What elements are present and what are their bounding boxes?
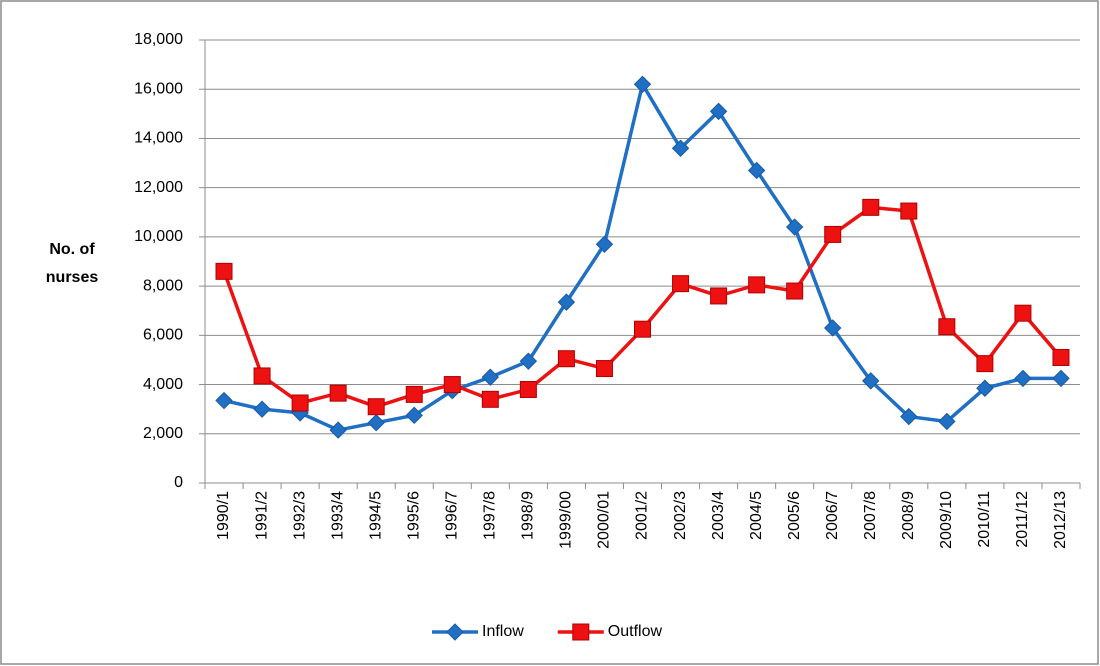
- x-tick-label: 2009/10: [938, 491, 955, 549]
- point: [481, 390, 499, 408]
- x-tick-label: 2005/6: [786, 491, 803, 540]
- x-tick-label: 1999/00: [558, 491, 575, 549]
- point: [900, 202, 918, 220]
- point: [1052, 348, 1070, 366]
- x-tick-label: 2002/3: [672, 491, 689, 540]
- point: [215, 391, 233, 410]
- x-tick-label: 2000/01: [596, 491, 613, 549]
- x-tick-label: 1996/7: [444, 491, 461, 540]
- x-tick-label: 1991/2: [253, 491, 270, 540]
- point: [672, 275, 690, 293]
- point: [595, 360, 613, 378]
- x-tick-label: 1992/3: [291, 491, 308, 540]
- point: [976, 379, 994, 397]
- x-tick-label: 1990/1: [215, 491, 232, 540]
- x-tick-label: 2003/4: [710, 491, 727, 540]
- point: [405, 406, 423, 425]
- point: [557, 293, 576, 311]
- x-tick-label: 1995/6: [405, 491, 422, 540]
- y-tick-label: 16,000: [134, 80, 183, 97]
- point: [785, 218, 804, 236]
- legend-item: Outflow: [557, 623, 663, 641]
- y-tick-label: 0: [174, 474, 183, 491]
- x-tick-label: 1993/4: [329, 491, 346, 540]
- x-tick-label: 2007/8: [862, 491, 879, 540]
- point: [634, 320, 651, 338]
- point: [862, 198, 880, 216]
- point: [786, 282, 804, 300]
- x-tick-label: 2004/5: [748, 491, 765, 540]
- x-tick-label: 2006/7: [824, 491, 841, 540]
- point: [748, 276, 766, 294]
- x-tick-label: 2011/12: [1014, 491, 1031, 548]
- legend-item: Inflow: [432, 623, 524, 641]
- y-tick-label: 10,000: [134, 228, 183, 245]
- y-tick-label: 4,000: [143, 376, 183, 393]
- x-tick-label: 1997/8: [482, 491, 499, 540]
- legend-label: Inflow: [482, 623, 524, 640]
- point: [1052, 369, 1070, 388]
- y-tick-label: 2,000: [143, 425, 183, 442]
- y-tick-label: 12,000: [134, 179, 183, 196]
- point: [938, 412, 956, 431]
- point: [862, 372, 880, 390]
- point: [367, 398, 385, 416]
- point: [253, 367, 271, 385]
- point: [519, 380, 537, 398]
- point: [671, 139, 690, 157]
- point: [253, 400, 271, 418]
- point: [405, 385, 423, 403]
- y-tick-label: 8,000: [143, 277, 183, 294]
- point: [900, 407, 918, 426]
- point: [747, 161, 766, 180]
- point: [329, 384, 347, 402]
- point: [481, 368, 500, 386]
- legend-marker: [572, 623, 590, 641]
- x-tick-label: 2008/9: [900, 491, 917, 540]
- x-tick-label: 1998/9: [520, 491, 537, 540]
- point: [1014, 369, 1032, 388]
- point: [443, 376, 461, 394]
- point: [1014, 304, 1032, 322]
- y-axis-label: nurses: [46, 269, 99, 286]
- point: [557, 350, 575, 368]
- y-axis-label: No. of: [49, 241, 95, 258]
- x-tick-label: 2010/11: [976, 491, 993, 548]
- point: [215, 262, 233, 280]
- point: [519, 352, 538, 370]
- y-tick-label: 18,000: [134, 31, 183, 48]
- point: [329, 421, 347, 439]
- point: [938, 318, 956, 336]
- y-tick-label: 14,000: [134, 130, 183, 147]
- point: [291, 394, 309, 412]
- point: [976, 355, 994, 373]
- x-tick-label: 2001/2: [634, 491, 651, 540]
- point: [824, 319, 842, 337]
- point: [595, 235, 614, 253]
- point: [709, 102, 728, 121]
- legend-label: Outflow: [608, 623, 663, 640]
- point: [367, 413, 385, 432]
- point: [633, 75, 652, 94]
- legend-marker: [446, 623, 464, 641]
- point: [824, 225, 842, 243]
- y-tick-label: 6,000: [143, 327, 183, 344]
- point: [710, 287, 728, 305]
- x-tick-label: 1994/5: [367, 491, 384, 540]
- x-tick-label: 2012/13: [1052, 491, 1069, 549]
